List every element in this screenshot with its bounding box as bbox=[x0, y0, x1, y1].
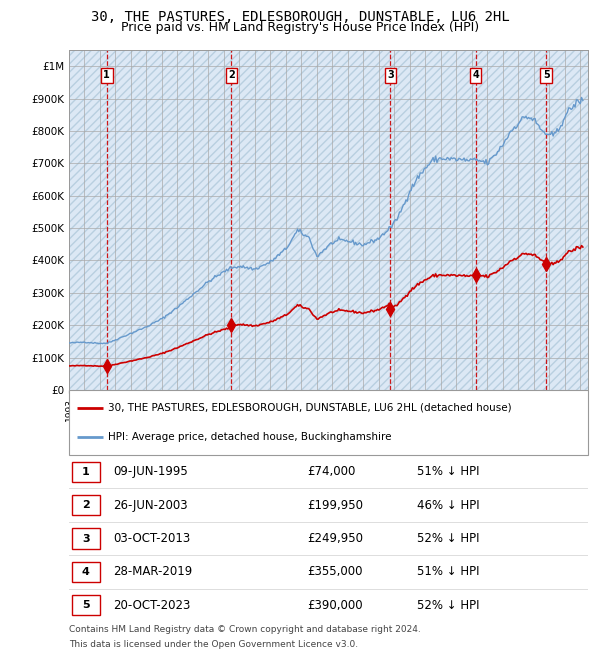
Text: 09-JUN-1995: 09-JUN-1995 bbox=[113, 465, 188, 478]
Text: 5: 5 bbox=[82, 601, 89, 610]
Text: 2: 2 bbox=[228, 70, 235, 81]
Text: £74,000: £74,000 bbox=[308, 465, 356, 478]
Text: This data is licensed under the Open Government Licence v3.0.: This data is licensed under the Open Gov… bbox=[69, 640, 358, 649]
Text: 26-JUN-2003: 26-JUN-2003 bbox=[113, 499, 188, 512]
FancyBboxPatch shape bbox=[69, 390, 588, 455]
Text: Price paid vs. HM Land Registry's House Price Index (HPI): Price paid vs. HM Land Registry's House … bbox=[121, 21, 479, 34]
Text: 1: 1 bbox=[103, 70, 110, 81]
Text: HPI: Average price, detached house, Buckinghamshire: HPI: Average price, detached house, Buck… bbox=[108, 432, 391, 443]
Text: 30, THE PASTURES, EDLESBOROUGH, DUNSTABLE, LU6 2HL: 30, THE PASTURES, EDLESBOROUGH, DUNSTABL… bbox=[91, 10, 509, 24]
Text: 5: 5 bbox=[543, 70, 550, 81]
Text: £355,000: £355,000 bbox=[308, 566, 363, 578]
Bar bbox=[71, 528, 100, 549]
Bar bbox=[71, 495, 100, 515]
Text: 28-MAR-2019: 28-MAR-2019 bbox=[113, 566, 193, 578]
Text: 03-OCT-2013: 03-OCT-2013 bbox=[113, 532, 190, 545]
Text: 51% ↓ HPI: 51% ↓ HPI bbox=[417, 566, 479, 578]
Bar bbox=[71, 462, 100, 482]
Text: 3: 3 bbox=[387, 70, 394, 81]
Text: 1: 1 bbox=[82, 467, 90, 476]
Text: 52% ↓ HPI: 52% ↓ HPI bbox=[417, 532, 479, 545]
Text: 3: 3 bbox=[82, 534, 89, 543]
Text: 4: 4 bbox=[82, 567, 90, 577]
Text: £199,950: £199,950 bbox=[308, 499, 364, 512]
Bar bbox=[71, 595, 100, 616]
Text: Contains HM Land Registry data © Crown copyright and database right 2024.: Contains HM Land Registry data © Crown c… bbox=[69, 625, 421, 634]
Text: 52% ↓ HPI: 52% ↓ HPI bbox=[417, 599, 479, 612]
Text: 51% ↓ HPI: 51% ↓ HPI bbox=[417, 465, 479, 478]
Text: £249,950: £249,950 bbox=[308, 532, 364, 545]
Bar bbox=[71, 562, 100, 582]
Text: £390,000: £390,000 bbox=[308, 599, 364, 612]
Text: 46% ↓ HPI: 46% ↓ HPI bbox=[417, 499, 479, 512]
Text: 4: 4 bbox=[472, 70, 479, 81]
Text: 30, THE PASTURES, EDLESBOROUGH, DUNSTABLE, LU6 2HL (detached house): 30, THE PASTURES, EDLESBOROUGH, DUNSTABL… bbox=[108, 402, 512, 413]
Text: 2: 2 bbox=[82, 500, 90, 510]
Text: 20-OCT-2023: 20-OCT-2023 bbox=[113, 599, 190, 612]
